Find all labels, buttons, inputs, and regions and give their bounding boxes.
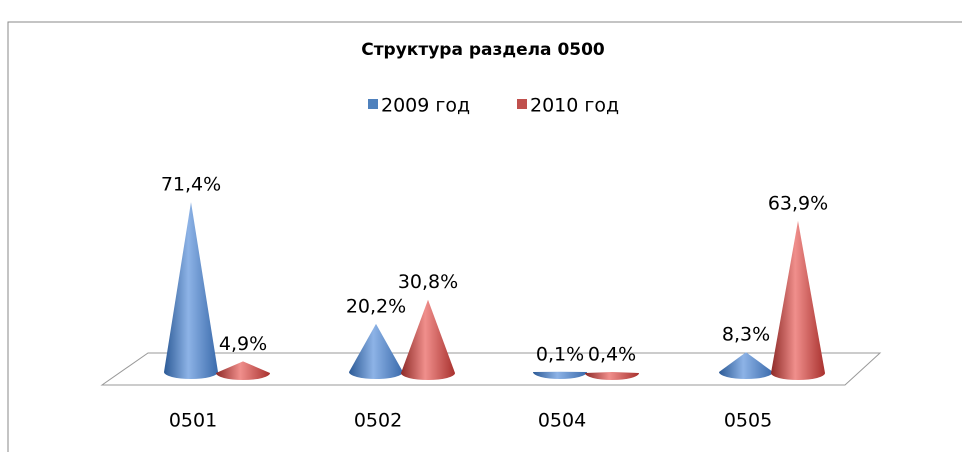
cone (771, 220, 825, 380)
data-label: 71,4% (161, 174, 221, 196)
x-tick-label: 0504 (538, 410, 586, 432)
data-label: 0,4% (588, 344, 636, 366)
cone (216, 361, 270, 380)
data-label: 20,2% (346, 295, 406, 317)
cone (719, 352, 773, 379)
legend-swatch (517, 99, 527, 109)
data-label: 0,1% (536, 343, 584, 365)
data-label: 8,3% (722, 324, 770, 346)
cone (349, 323, 403, 379)
cone (533, 371, 587, 379)
cone (401, 299, 455, 380)
chart-title: Структура раздела 0500 (361, 40, 605, 60)
legend-swatch (368, 99, 378, 109)
data-label: 63,9% (768, 192, 828, 214)
cone (585, 372, 639, 380)
x-tick-label: 0501 (169, 410, 217, 432)
floor (100, 352, 882, 386)
data-label: 4,9% (219, 333, 267, 355)
legend-label: 2009 год (381, 95, 470, 117)
frame (7, 21, 962, 452)
x-tick-label: 0505 (724, 410, 772, 432)
data-label: 30,8% (398, 271, 458, 293)
cone (164, 202, 218, 379)
legend-label: 2010 год (530, 95, 619, 117)
x-tick-label: 0502 (354, 410, 402, 432)
